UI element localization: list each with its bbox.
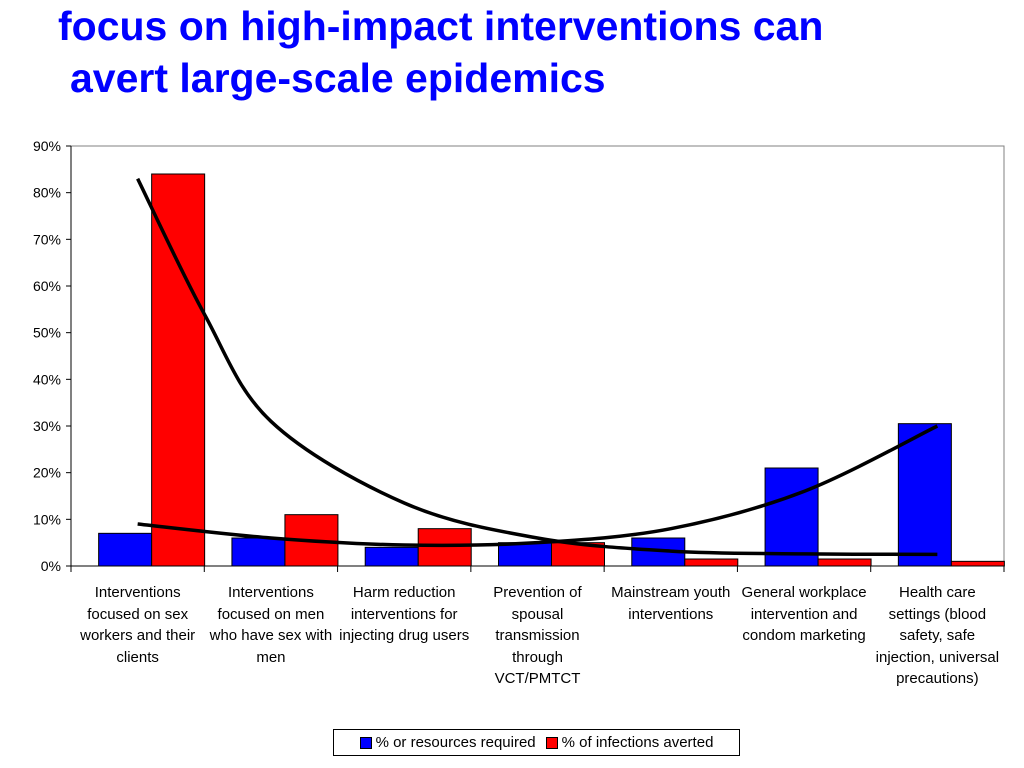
y-tick-label: 0% — [41, 558, 61, 574]
plot-area — [70, 145, 1005, 567]
slide-title: focus on high-impact interventions can a… — [58, 0, 1018, 104]
bar-resources-required — [897, 423, 952, 567]
slide-title-line-2: avert large-scale epidemics — [70, 55, 606, 101]
y-tick-label: 70% — [33, 231, 61, 247]
bar-infections-averted — [151, 173, 206, 567]
x-category-label: General workplace intervention and condo… — [741, 584, 867, 644]
legend-swatch-resources — [359, 736, 372, 749]
x-category-label: Interventions focused on men who have se… — [209, 584, 333, 666]
trendline-decreasing — [136, 177, 938, 557]
bar-infections-averted — [684, 558, 739, 567]
bar-resources-required — [764, 467, 819, 567]
bar-resources-required — [364, 546, 419, 567]
y-tick-label: 20% — [33, 465, 61, 481]
y-tick-label: 40% — [33, 371, 61, 387]
y-tick-label: 80% — [33, 185, 61, 201]
x-category-label: Health care settings (blood safety, safe… — [875, 584, 1000, 687]
bar-resources-required — [98, 532, 153, 567]
legend-label-resources: % or resources required — [375, 734, 536, 751]
x-category-label: Prevention of spousal transmission throu… — [493, 584, 582, 687]
legend-item-resources: % or resources required — [359, 734, 536, 751]
bar-resources-required — [231, 537, 286, 567]
bar-infections-averted — [950, 560, 1005, 567]
bar-resources-required — [498, 542, 552, 567]
y-tick-label: 30% — [33, 418, 61, 434]
x-category-label: Harm reduction interventions for injecti… — [339, 584, 470, 644]
x-category-label: Interventions focused on sex workers and… — [80, 584, 196, 666]
legend-item-averted: % of infections averted — [545, 734, 714, 751]
x-category-label: Mainstream youth interventions — [611, 584, 731, 623]
y-tick-label: 90% — [33, 138, 61, 154]
y-tick-label: 50% — [33, 325, 61, 341]
y-tick-label: 60% — [33, 278, 61, 294]
y-tick-label: 10% — [33, 511, 61, 527]
bar-infections-averted — [417, 528, 472, 567]
trendline-increasing — [137, 424, 939, 548]
legend-label-averted: % of infections averted — [561, 734, 714, 751]
slide-title-line-1: focus on high-impact interventions can — [58, 3, 824, 49]
bar-infections-averted — [817, 558, 872, 567]
legend-swatch-averted — [545, 736, 558, 749]
chart-legend: % or resources required % of infections … — [333, 729, 740, 756]
